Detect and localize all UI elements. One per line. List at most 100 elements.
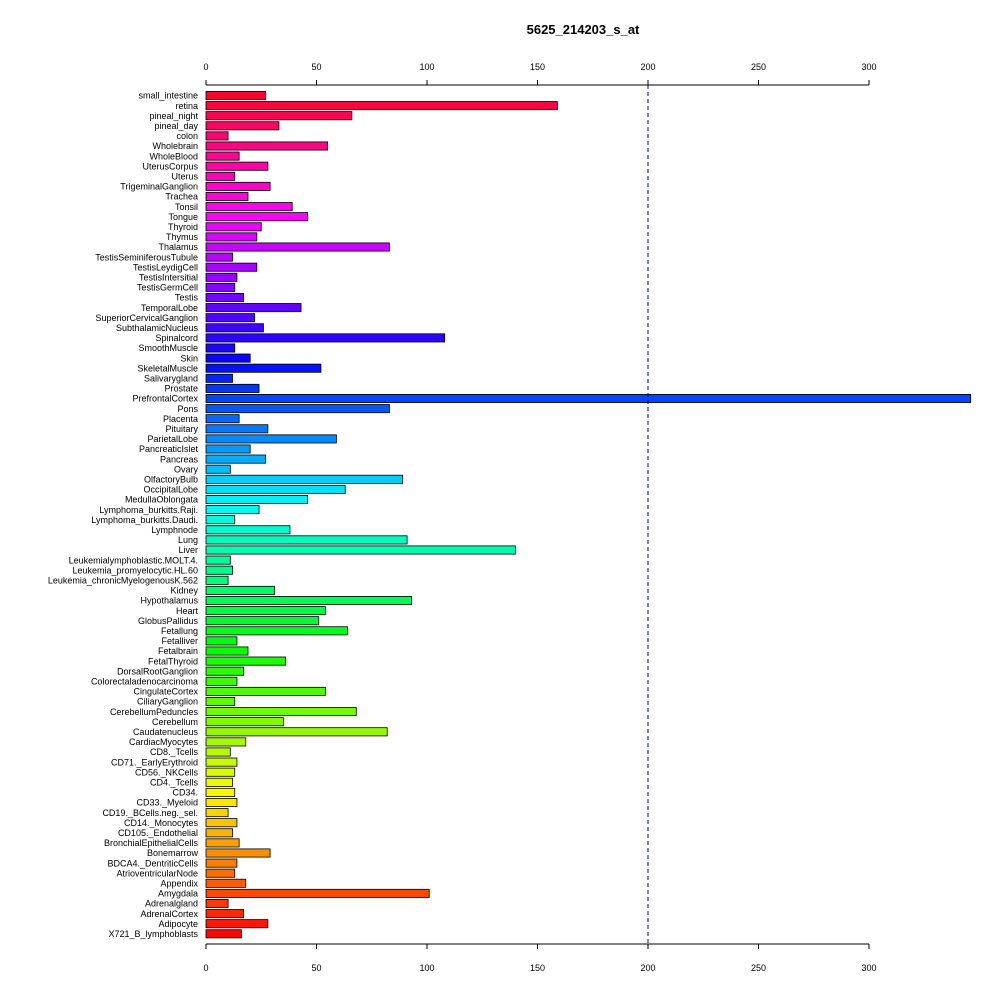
category-label: CD8._Tcells (150, 747, 199, 757)
bar (205, 848, 271, 858)
category-label: Tongue (168, 212, 198, 222)
bar (205, 252, 233, 262)
bar (205, 555, 231, 565)
bar (205, 747, 231, 757)
bar (205, 585, 275, 595)
category-label: Lymphoma_burkitts.Raji. (99, 505, 198, 515)
category-label: Colorectaladenocarcinoma (91, 677, 198, 687)
bar (205, 232, 258, 242)
category-label: SkeletalMuscle (137, 363, 198, 373)
bar (205, 565, 233, 575)
category-label: CD14._Monocytes (124, 818, 199, 828)
bar (205, 262, 258, 272)
bar (205, 242, 390, 252)
category-label: Uterus (171, 172, 198, 182)
bar (205, 454, 267, 464)
bar (205, 464, 231, 474)
category-label: BDCA4._DentriticCells (107, 858, 198, 868)
category-label: Spinalcord (155, 333, 198, 343)
bar (205, 414, 240, 424)
tick-label: 50 (311, 62, 321, 72)
bar (205, 424, 269, 434)
category-label: CardiacMyocytes (129, 737, 199, 747)
category-label: OccipitalLobe (143, 485, 198, 495)
bar (205, 151, 240, 161)
category-label: Wholebrain (152, 141, 198, 151)
bar (205, 868, 236, 878)
category-label: retina (175, 101, 198, 111)
bar (205, 666, 244, 676)
bar (205, 171, 236, 181)
category-labels: small_intestineretinapineal_nightpineal_… (48, 91, 199, 939)
tick-label: 150 (530, 62, 545, 72)
bar (205, 626, 348, 636)
category-label: Heart (176, 606, 199, 616)
chart-title: 5625_214203_s_at (526, 22, 640, 37)
tick-label: 200 (640, 963, 655, 973)
category-label: Kidney (170, 586, 198, 596)
category-label: TestisSeminiferousTubule (95, 252, 198, 262)
category-label: X721_B_lymphoblasts (108, 929, 198, 939)
bar (205, 272, 238, 282)
bar (205, 697, 236, 707)
category-label: colon (176, 131, 198, 141)
category-label: DorsalRootGanglion (117, 666, 198, 676)
category-label: AtrioventricularNode (116, 868, 198, 878)
bar (205, 636, 238, 646)
bar (205, 131, 229, 141)
category-label: Adrenalgland (145, 899, 198, 909)
bar (205, 191, 249, 201)
category-label: FetalThyroid (148, 656, 198, 666)
category-label: Caudatenucleus (133, 727, 199, 737)
category-label: Pons (177, 404, 198, 414)
bar (205, 858, 238, 868)
tick-label: 100 (419, 963, 434, 973)
bar (205, 929, 242, 939)
category-label: SmoothMuscle (138, 343, 198, 353)
category-label: UterusCorpus (142, 161, 198, 171)
category-label: Lymphoma_burkitts.Daudi. (91, 515, 198, 525)
bar (205, 646, 249, 656)
category-label: ParietalLobe (147, 434, 198, 444)
category-label: CD56._NKCells (135, 767, 199, 777)
category-label: TestisGermCell (137, 283, 198, 293)
category-label: WholeBlood (149, 151, 198, 161)
category-label: Hypothalamus (140, 596, 198, 606)
bar (205, 222, 262, 232)
category-label: Liver (178, 545, 198, 555)
bar (205, 707, 357, 717)
category-label: Leukemia_promyelocytic.HL.60 (72, 565, 198, 575)
category-label: Leukemialymphoblastic.MOLT.4. (69, 555, 198, 565)
bar (205, 909, 244, 919)
bar (205, 202, 293, 212)
category-label: Lung (178, 535, 198, 545)
category-label: Tonsil (175, 202, 198, 212)
bar (205, 343, 236, 353)
bar (205, 515, 236, 525)
bar (205, 373, 233, 383)
category-label: Fetalbrain (158, 646, 198, 656)
bar (205, 737, 247, 747)
category-label: OlfactoryBulb (144, 475, 198, 485)
bar (205, 899, 229, 909)
bar (205, 606, 326, 616)
tick-label: 0 (203, 963, 208, 973)
tick-label: 250 (751, 62, 766, 72)
bar (205, 292, 244, 302)
bar (205, 101, 558, 111)
category-label: PancreaticIslet (139, 444, 199, 454)
category-label: pineal_day (154, 121, 198, 131)
tick-label: 150 (530, 963, 545, 973)
category-label: Trachea (165, 192, 198, 202)
bar (205, 434, 337, 444)
bar (205, 919, 269, 929)
category-label: Cerebellum (152, 717, 198, 727)
tick-label: 300 (861, 62, 876, 72)
bar (205, 575, 229, 585)
bar (205, 303, 302, 313)
category-label: CD19._BCells.neg._sel. (102, 808, 198, 818)
category-label: CD33._Myeloid (136, 798, 198, 808)
category-label: small_intestine (138, 91, 198, 101)
category-label: CD105._Endothelial (118, 828, 198, 838)
bar (205, 798, 238, 808)
